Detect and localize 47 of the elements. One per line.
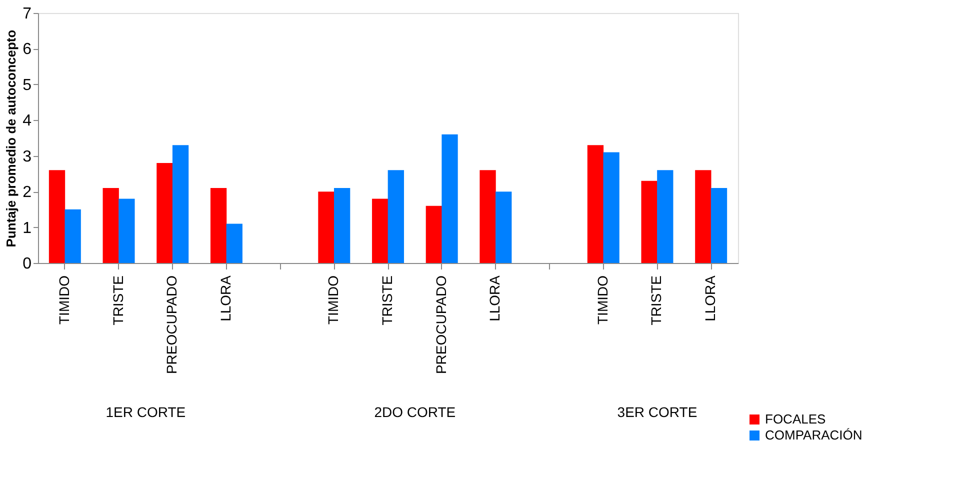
y-tick-label: 1 — [22, 220, 32, 237]
y-tick-label: 7 — [22, 6, 32, 22]
bar — [442, 134, 458, 263]
bar — [426, 206, 442, 263]
bar — [172, 145, 189, 263]
legend-label: COMPARACIÓN — [765, 428, 862, 442]
bar — [64, 209, 81, 263]
bar — [496, 192, 512, 263]
bar — [334, 188, 350, 263]
bar — [118, 198, 135, 263]
y-tick-label: 5 — [22, 76, 32, 94]
bar — [641, 180, 658, 263]
x-tick-label: TRISTE — [379, 276, 395, 326]
bar — [695, 170, 712, 263]
x-tick-label: LLORA — [217, 274, 234, 322]
x-tick-label: TRISTE — [648, 276, 664, 326]
bar — [480, 170, 496, 263]
bar — [226, 224, 242, 263]
bar — [603, 152, 620, 263]
bar — [156, 163, 173, 263]
text: 3ER CORTE — [617, 404, 698, 420]
bar — [587, 145, 604, 263]
bar — [388, 170, 404, 263]
x-tick-label: TIMIDO — [325, 275, 342, 324]
x-tick-label: LLORA — [486, 274, 503, 322]
bar — [210, 188, 227, 263]
bar — [102, 188, 119, 263]
x-tick-label: LLORA — [702, 274, 718, 322]
x-tick-label: TIMIDO — [594, 275, 610, 324]
y-tick-label: 0 — [22, 256, 32, 272]
y-axis-title: Puntaje promedio de autoconcepto — [4, 30, 19, 248]
x-tick-label: PREOCUPADO — [432, 275, 449, 374]
x-tick-label: TRISTE — [110, 276, 126, 326]
legend-label: FOCALES — [765, 412, 826, 426]
bar — [48, 170, 66, 263]
y-tick-label: 3 — [22, 148, 32, 166]
x-tick-label: PREOCUPADO — [164, 275, 180, 374]
y-tick-label: 4 — [22, 112, 32, 130]
text: 1ER CORTE — [106, 404, 186, 420]
x-tick-label: TIMIDO — [56, 275, 72, 324]
bar — [657, 170, 674, 263]
bar — [318, 192, 334, 263]
y-tick-label: 2 — [22, 184, 32, 202]
bar — [710, 188, 728, 263]
bar — [372, 198, 388, 263]
text: 2DO CORTE — [374, 404, 456, 420]
y-tick-label: 6 — [22, 41, 32, 58]
